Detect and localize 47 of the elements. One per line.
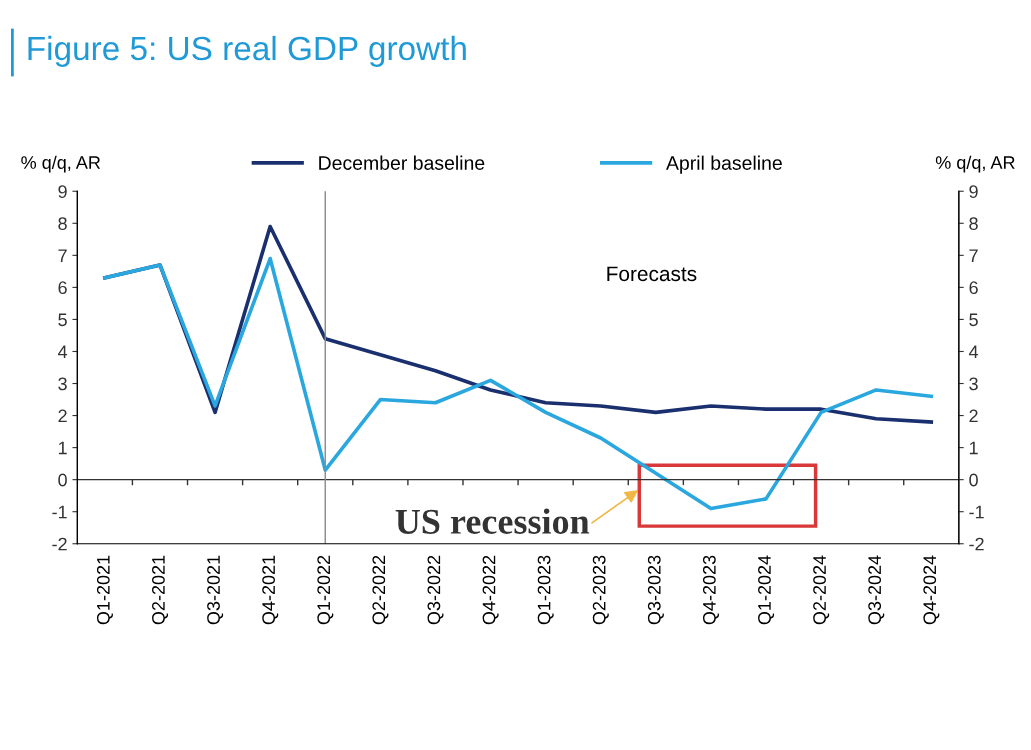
y2-tick-label: 8 (969, 217, 978, 231)
y2-axis-title: % q/q, AR (935, 155, 1015, 173)
y-tick-label: 6 (58, 281, 67, 295)
x-tick-label: Q4-2023 (702, 555, 719, 625)
x-tick-label: Q1-2022 (317, 555, 334, 625)
x-tick-label: Q4-2022 (482, 555, 499, 625)
y2-tick-label: 4 (968, 345, 979, 359)
chart-title: Figure 5: US real GDP growth (28, 35, 466, 67)
y2-tick-label: -2 (969, 537, 984, 551)
y-tick-label: -1 (52, 505, 67, 519)
x-tick-label: Q3-2022 (427, 555, 444, 625)
y-axis-title: % q/q, AR (21, 155, 101, 173)
x-tick-label: Q4-2021 (262, 555, 279, 625)
x-tick-label: Q3-2023 (647, 555, 664, 625)
x-tick-label: Q4-2024 (923, 555, 940, 625)
legend-label: April baseline (666, 155, 782, 174)
y2-tick-label: 5 (969, 313, 978, 327)
y2-tick-label: 7 (969, 249, 978, 262)
annotation: US recession (395, 508, 590, 534)
x-tick-label: Q2-2021 (152, 555, 169, 625)
x-tick-label: Q1-2023 (537, 555, 554, 625)
x-tick-label: Q3-2024 (868, 555, 885, 625)
y2-tick-label: 1 (969, 441, 978, 455)
y2-tick-label: 2 (969, 409, 978, 423)
x-tick-label: Q1-2021 (96, 555, 113, 625)
x-tick-label: Q3-2021 (207, 555, 224, 625)
y2-tick-label: 0 (969, 473, 978, 487)
y-tick-label: 3 (58, 377, 67, 391)
y-tick-label: 5 (58, 313, 67, 327)
y-tick-label: 7 (58, 249, 67, 262)
y-tick-label: 1 (58, 441, 67, 455)
y-tick-label: 2 (58, 409, 67, 423)
y-tick-label: 9 (58, 185, 67, 198)
y2-tick-label: -1 (969, 505, 984, 519)
x-tick-label: Q2-2023 (592, 555, 609, 625)
x-tick-label: Q1-2024 (758, 555, 775, 625)
annotation: Forecasts (607, 266, 697, 282)
y-tick-label: 8 (58, 217, 67, 231)
y2-tick-label: 3 (969, 377, 978, 391)
x-tick-label: Q2-2024 (813, 555, 830, 625)
y-tick-label: -2 (52, 537, 67, 551)
y-tick-label: 0 (58, 473, 67, 487)
y2-tick-label: 9 (969, 185, 978, 198)
y2-tick-label: 6 (969, 281, 978, 295)
x-tick-label: Q2-2022 (372, 555, 389, 625)
legend-label: December baseline (319, 155, 485, 170)
y-tick-label: 4 (57, 345, 68, 359)
